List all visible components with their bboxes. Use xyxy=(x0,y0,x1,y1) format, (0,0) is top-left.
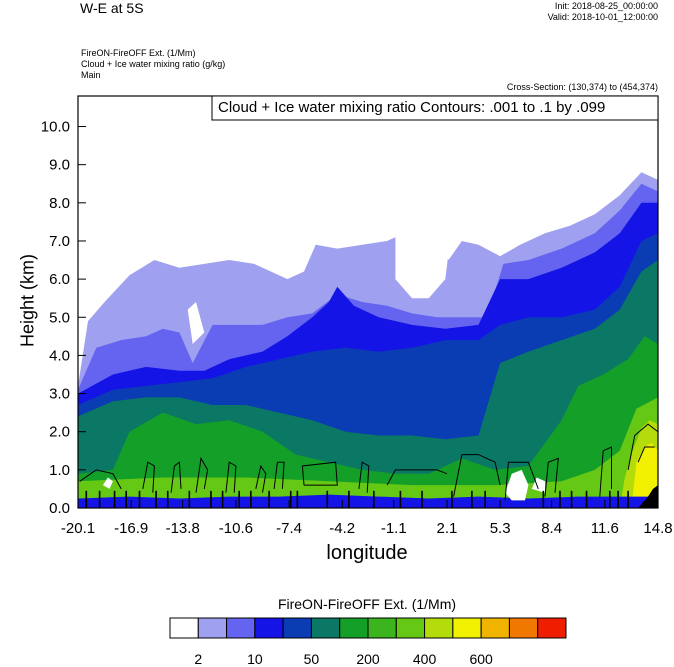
colorbar-swatch-11 xyxy=(480,617,510,639)
colorbar-swatch-1 xyxy=(197,617,228,639)
colorbar-swatch-10 xyxy=(452,617,482,639)
y-tick-label-3: 3.0 xyxy=(49,386,70,403)
contour-16 xyxy=(637,446,655,463)
colorbar-swatch-7 xyxy=(367,617,397,639)
colorbar-swatch-2 xyxy=(226,617,256,639)
cross-section-label: Cross-Section: (130,374) to (454,374) xyxy=(506,82,658,92)
colorbar-swatch-3 xyxy=(254,617,284,639)
white-bottom-2 xyxy=(531,477,545,493)
layer-green xyxy=(78,336,658,508)
colorbar-label-1: 10 xyxy=(247,651,263,667)
colorbar-label-5: 600 xyxy=(469,651,493,667)
colorbar-swatch-6 xyxy=(339,617,369,639)
x-tick-label-10: 11.6 xyxy=(591,520,619,537)
init-valid-times: Init: 2018-08-25_00:00:00 Valid: 2018-10… xyxy=(548,1,658,23)
contour-5 xyxy=(225,461,237,493)
colorbar-label-3: 200 xyxy=(356,651,380,667)
colorbar-swatch-12 xyxy=(508,617,539,639)
colorbar-swatch-9 xyxy=(424,617,454,639)
y-tick-label-10: 10.0 xyxy=(41,119,70,136)
white-cloud-top xyxy=(395,221,449,299)
x-tick-label-6: -1.1 xyxy=(381,520,407,537)
contour-1 xyxy=(79,469,122,490)
y-tick-label-2: 2.0 xyxy=(49,424,70,441)
contour-3 xyxy=(170,461,182,493)
y-tick-label-7: 7.0 xyxy=(49,233,70,250)
x-tick-label-2: -13.8 xyxy=(166,520,200,537)
x-tick-label-1: -16.9 xyxy=(114,520,148,537)
colorbar-title: FireON-FireOFF Ext. (1/Mm) xyxy=(277,596,457,612)
y-tick-label-1: 1.0 xyxy=(49,462,70,479)
contour-11 xyxy=(453,454,501,497)
contour-4 xyxy=(195,456,209,493)
contour-13 xyxy=(544,457,559,497)
valid-time: Valid: 2018-10-01_12:00:00 xyxy=(547,12,658,22)
y-tick-label-5: 5.0 xyxy=(49,309,70,326)
colorbar-swatch-13 xyxy=(537,617,567,639)
contour-9 xyxy=(358,461,370,493)
x-tick-label-8: 5.3 xyxy=(490,520,511,537)
x-tick-label-0: -20.1 xyxy=(61,520,95,537)
layer-black-corner xyxy=(638,485,658,508)
contour-2 xyxy=(142,461,155,493)
colorbar-label-4: 400 xyxy=(413,651,437,667)
contour-14 xyxy=(599,446,612,497)
colorbar-swatch-8 xyxy=(395,617,426,639)
y-tick-label-4: 4.0 xyxy=(49,347,70,364)
white-bottom-3 xyxy=(102,477,113,489)
x-tick-label-7: 2.1 xyxy=(437,520,458,537)
contour-title: Cloud + Ice water mixing ratio Contours:… xyxy=(218,99,605,116)
x-tick-label-5: -4.2 xyxy=(329,520,355,537)
colorbar-swatch-0 xyxy=(169,617,199,639)
y-tick-label-9: 9.0 xyxy=(49,157,70,174)
x-axis-label: longitude xyxy=(326,542,408,564)
x-tick-label-4: -7.4 xyxy=(276,520,302,537)
colorbar-swatch-4 xyxy=(282,617,312,639)
colorbar-label-2: 50 xyxy=(304,651,320,667)
white-dip-left xyxy=(187,302,205,344)
contour-12 xyxy=(504,461,539,501)
field-line-1: FireON-FireOFF Ext. (1/Mm) xyxy=(81,48,196,58)
contour-6 xyxy=(255,464,267,493)
contour-7 xyxy=(273,461,285,489)
y-tick-label-0: 0.0 xyxy=(49,500,70,517)
field-line-2: Cloud + Ice water mixing ratio (g/kg) xyxy=(81,59,226,69)
init-time: Init: 2018-08-25_00:00:00 xyxy=(554,1,658,11)
plot-title: W-E at 5S xyxy=(80,0,144,16)
x-tick-label-3: -10.6 xyxy=(219,520,253,537)
field-info: FireON-FireOFF Ext. (1/Mm) Cloud + Ice w… xyxy=(81,48,225,81)
contour-10 xyxy=(386,469,448,486)
contour-title-box: Cloud + Ice water mixing ratio Contours:… xyxy=(211,95,659,121)
colorbar-swatch-5 xyxy=(310,617,341,639)
contour-title-bg xyxy=(211,95,659,121)
layer-lime xyxy=(78,397,658,508)
white-bottom-1 xyxy=(505,469,529,501)
x-tick-label-9: 8.4 xyxy=(541,520,562,537)
x-tick-label-11: 14.8 xyxy=(643,520,672,537)
field-line-3: Main xyxy=(81,70,101,80)
y-tick-label-6: 6.0 xyxy=(49,271,70,288)
y-tick-label-8: 8.0 xyxy=(49,195,70,212)
plot-area xyxy=(78,96,658,508)
contour-8 xyxy=(301,461,338,486)
colorbar-label-0: 2 xyxy=(194,651,202,667)
contour-15 xyxy=(627,423,658,470)
